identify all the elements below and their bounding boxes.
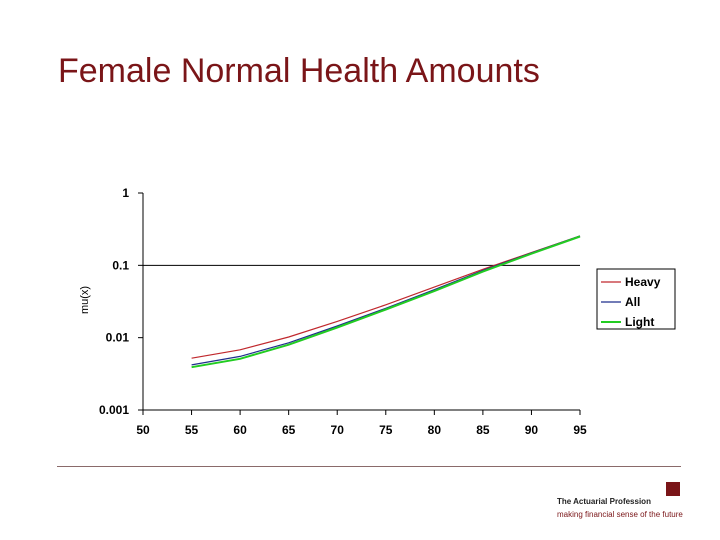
slide-title: Female Normal Health Amounts [58, 52, 540, 90]
x-tick-label: 85 [476, 423, 490, 437]
x-tick-label: 50 [136, 423, 150, 437]
legend-label-all: All [625, 295, 640, 309]
y-tick-label: 0.1 [112, 258, 129, 272]
y-tick-label: 0.001 [99, 403, 129, 417]
legend-label-heavy: Heavy [625, 275, 661, 289]
x-tick-label: 55 [185, 423, 199, 437]
x-tick-label: 75 [379, 423, 393, 437]
y-tick-label: 0.01 [106, 331, 130, 345]
x-tick-label: 90 [525, 423, 539, 437]
x-tick-label: 60 [233, 423, 247, 437]
series-line-light [191, 235, 581, 369]
y-tick-label: 1 [122, 186, 129, 200]
x-tick-label: 70 [331, 423, 345, 437]
footer-divider [57, 466, 681, 467]
x-tick-label: 65 [282, 423, 296, 437]
x-tick-label: 95 [573, 423, 587, 437]
footer-tagline: making financial sense of the future [557, 510, 683, 519]
brand-logo-square [666, 482, 680, 496]
legend-label-light: Light [625, 315, 654, 329]
x-tick-label: 80 [428, 423, 442, 437]
series-line-heavy [191, 235, 581, 359]
legend-box [596, 268, 676, 330]
series-line-all [191, 235, 581, 366]
y-axis-label: mu(x) [79, 286, 91, 314]
footer-organization-name: The Actuarial Profession [557, 497, 651, 506]
